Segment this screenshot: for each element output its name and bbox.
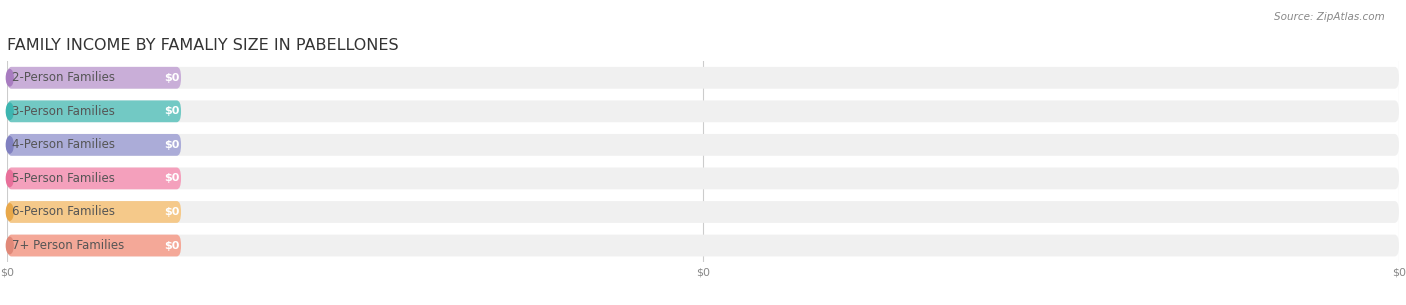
Text: 2-Person Families: 2-Person Families — [13, 71, 115, 84]
Text: 5-Person Families: 5-Person Families — [13, 172, 115, 185]
FancyBboxPatch shape — [7, 67, 1399, 89]
Circle shape — [7, 204, 13, 220]
Circle shape — [7, 70, 13, 86]
Text: FAMILY INCOME BY FAMALIY SIZE IN PABELLONES: FAMILY INCOME BY FAMALIY SIZE IN PABELLO… — [7, 38, 399, 53]
Text: Source: ZipAtlas.com: Source: ZipAtlas.com — [1274, 12, 1385, 22]
Text: 7+ Person Families: 7+ Person Families — [13, 239, 124, 252]
Text: 4-Person Families: 4-Person Families — [13, 138, 115, 151]
Circle shape — [7, 103, 13, 120]
Circle shape — [7, 170, 13, 187]
Text: $0: $0 — [165, 106, 180, 116]
Text: 6-Person Families: 6-Person Families — [13, 206, 115, 218]
Text: $0: $0 — [165, 73, 180, 83]
FancyBboxPatch shape — [7, 134, 181, 156]
Text: $0: $0 — [165, 174, 180, 183]
FancyBboxPatch shape — [7, 235, 181, 257]
Text: $0: $0 — [165, 241, 180, 250]
Text: $0: $0 — [165, 207, 180, 217]
Circle shape — [7, 137, 13, 153]
Text: $0: $0 — [165, 140, 180, 150]
FancyBboxPatch shape — [7, 235, 1399, 257]
FancyBboxPatch shape — [7, 100, 1399, 122]
Text: 3-Person Families: 3-Person Families — [13, 105, 115, 118]
Circle shape — [7, 237, 13, 254]
FancyBboxPatch shape — [7, 201, 1399, 223]
FancyBboxPatch shape — [7, 100, 181, 122]
FancyBboxPatch shape — [7, 167, 1399, 189]
FancyBboxPatch shape — [7, 201, 181, 223]
FancyBboxPatch shape — [7, 167, 181, 189]
FancyBboxPatch shape — [7, 67, 181, 89]
FancyBboxPatch shape — [7, 134, 1399, 156]
